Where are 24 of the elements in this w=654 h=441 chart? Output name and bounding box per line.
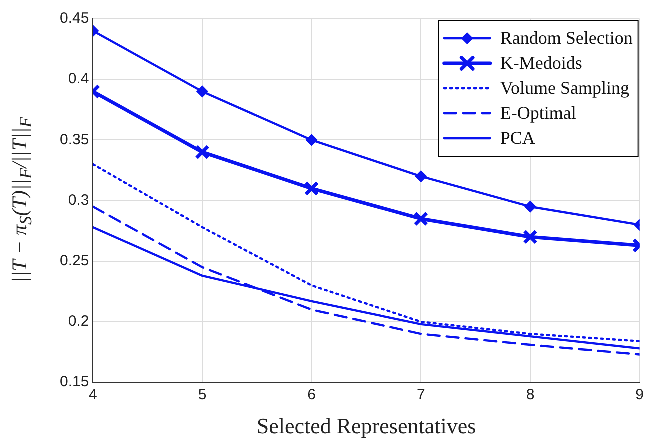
legend-label: Random Selection (500, 28, 633, 48)
line-series (93, 206, 640, 356)
x-tick-label: 6 (308, 386, 316, 404)
y-tick-label: 0.2 (68, 313, 90, 330)
y-tick-label: 0.35 (60, 131, 90, 148)
legend-label: K-Medoids (500, 53, 582, 74)
x-tick-label: 7 (417, 386, 426, 404)
y-tick-label: 0.4 (68, 70, 90, 88)
legend-label: E-Optimal (500, 103, 576, 124)
point (304, 181, 320, 196)
x-tick-label: 8 (526, 386, 535, 404)
x-tick-label: 9 (636, 386, 644, 404)
y-tick-label: 0.45 (60, 10, 90, 28)
legend-label: PCA (500, 128, 536, 148)
y-tick-label: 0.15 (60, 374, 90, 391)
point (306, 134, 318, 146)
y-tick-label: 0.25 (60, 252, 90, 270)
point (415, 170, 427, 182)
y-tick-label: 0.3 (68, 192, 90, 209)
x-axis-title: Selected Representatives (256, 414, 476, 439)
x-tick-label: 5 (198, 386, 207, 404)
x-tick-label: 4 (89, 386, 98, 404)
legend-label: Volume Sampling (500, 78, 630, 98)
point (414, 212, 429, 226)
